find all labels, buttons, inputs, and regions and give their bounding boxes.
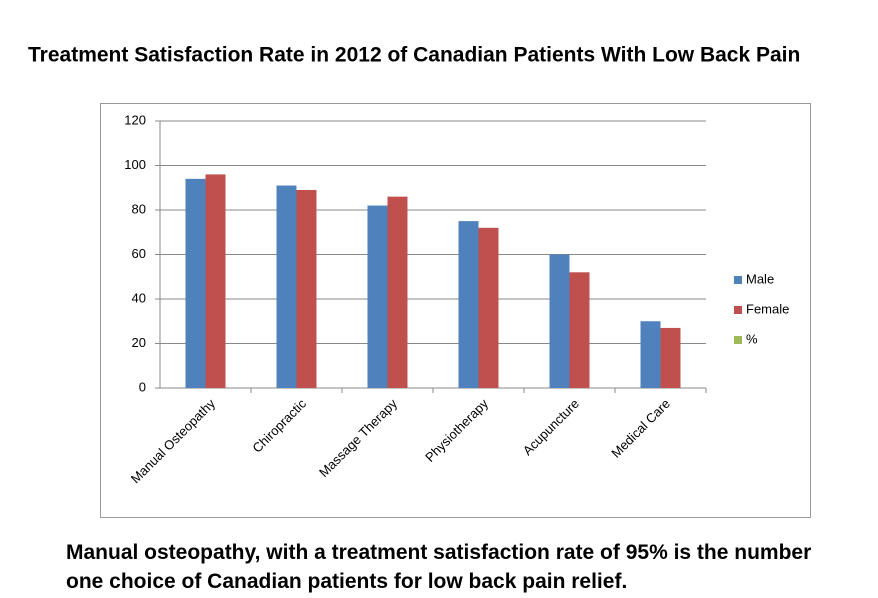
bar bbox=[478, 227, 499, 388]
legend-label: % bbox=[746, 331, 758, 346]
y-tick-label: 0 bbox=[139, 379, 146, 394]
legend-label: Male bbox=[746, 271, 774, 286]
y-tick-label: 60 bbox=[132, 246, 146, 261]
x-tick-label: Medical Care bbox=[608, 396, 673, 461]
bar bbox=[387, 196, 408, 388]
bar bbox=[458, 221, 479, 388]
bar bbox=[296, 189, 317, 388]
legend-swatch bbox=[734, 306, 742, 314]
chart-frame bbox=[100, 103, 811, 518]
bar bbox=[569, 272, 590, 388]
bar bbox=[660, 327, 681, 388]
caption: Manual osteopathy, with a treatment sati… bbox=[66, 541, 812, 593]
y-tick-label: 100 bbox=[124, 157, 146, 172]
x-tick-label: Manual Osteopathy bbox=[128, 396, 219, 487]
legend-label: Female bbox=[746, 301, 789, 316]
bar bbox=[640, 321, 661, 388]
y-tick-label: 20 bbox=[132, 335, 146, 350]
bar bbox=[205, 174, 226, 388]
y-tick-label: 40 bbox=[132, 290, 146, 305]
x-tick-label: Massage Therapy bbox=[316, 396, 400, 480]
chart: Treatment Satisfaction Rate in 2012 of C… bbox=[28, 44, 811, 518]
y-tick-label: 120 bbox=[124, 112, 146, 127]
bar bbox=[276, 185, 297, 388]
legend-swatch bbox=[734, 336, 742, 344]
y-tick-label: 80 bbox=[132, 201, 146, 216]
x-tick-label: Physiotherapy bbox=[422, 396, 491, 465]
bar bbox=[367, 205, 388, 388]
x-tick-label: Chiropractic bbox=[249, 396, 309, 456]
bar bbox=[185, 178, 206, 388]
chart-title: Treatment Satisfaction Rate in 2012 of C… bbox=[28, 44, 800, 67]
legend-swatch bbox=[734, 276, 742, 284]
x-tick-label: Acupuncture bbox=[520, 396, 582, 458]
bar bbox=[549, 254, 570, 388]
